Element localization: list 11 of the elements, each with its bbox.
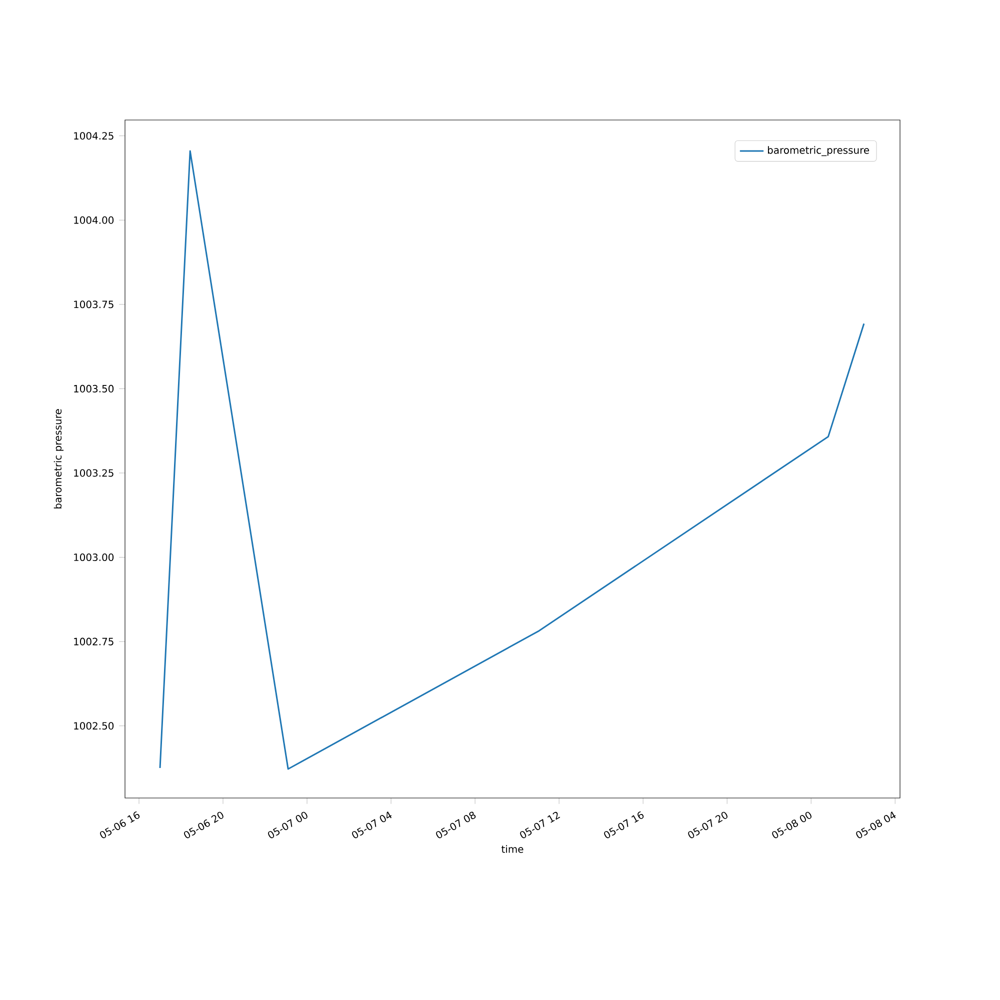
y-tick-label: 1003.75	[74, 300, 114, 308]
y-tick-label: 1003.25	[74, 469, 114, 477]
y-axis-title: barometric pressure	[54, 409, 64, 508]
y-tick-label: 1002.50	[74, 722, 114, 730]
legend-label: barometric_pressure	[768, 146, 870, 156]
y-tick-label: 1003.50	[74, 384, 114, 392]
x-axis-title: time	[502, 845, 524, 853]
y-tick-label: 1004.25	[74, 132, 114, 140]
y-tick-label: 1003.00	[74, 554, 114, 562]
y-tick-label: 1004.00	[74, 216, 114, 224]
y-tick-label: 1002.75	[74, 638, 114, 646]
